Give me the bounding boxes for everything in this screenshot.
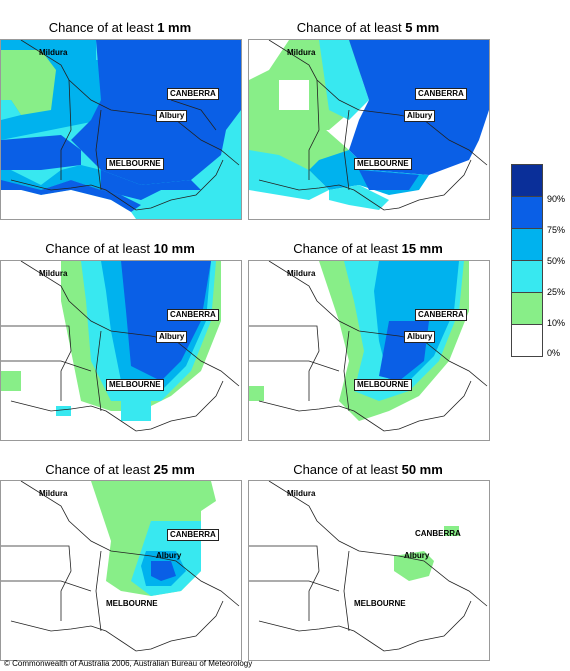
city-albury: Albury: [404, 551, 430, 560]
panel-title-15mm: Chance of at least 15 mm: [248, 241, 488, 256]
title-prefix: Chance of at least: [296, 20, 402, 35]
map-canvas-1mm: [1, 40, 241, 219]
legend-swatch-10: [512, 293, 542, 325]
map-canvas-5mm: [249, 40, 489, 219]
panel-title-1mm: Chance of at least 1 mm: [0, 20, 240, 35]
city-mildura: Mildura: [287, 489, 316, 498]
city-canberra: CANBERRA: [415, 529, 461, 538]
map-canvas-50mm: [249, 481, 489, 660]
city-mildura: Mildura: [39, 489, 68, 498]
legend: [511, 164, 543, 357]
rain-fill-10mm: [1, 261, 241, 440]
map-canvas-15mm: [249, 261, 489, 440]
city-mildura: Mildura: [287, 269, 316, 278]
boundaries-1mm: [10, 40, 240, 211]
map-canvas-25mm: [1, 481, 241, 660]
rain-fill-25mm: [1, 481, 241, 660]
legend-swatch-50: [512, 229, 542, 261]
boundaries-25mm: [1, 481, 240, 652]
title-amount: 25 mm: [153, 462, 195, 477]
city-albury: Albury: [404, 331, 436, 343]
title-prefix: Chance of at least: [45, 241, 150, 256]
city-canberra: CANBERRA: [167, 529, 219, 541]
title-prefix: Chance of at least: [293, 241, 398, 256]
city-albury: Albury: [404, 110, 436, 122]
legend-label-10: 10%: [547, 318, 566, 328]
city-canberra: CANBERRA: [167, 309, 219, 321]
panel-title-25mm: Chance of at least 25 mm: [0, 462, 240, 477]
map-10mm: Mildura CANBERRA Albury MELBOURNE: [0, 260, 242, 441]
city-melbourne: MELBOURNE: [354, 379, 412, 391]
city-canberra: CANBERRA: [415, 88, 467, 100]
city-albury: Albury: [156, 331, 188, 343]
city-albury: Albury: [156, 551, 182, 560]
city-mildura: Mildura: [39, 269, 68, 278]
city-melbourne: MELBOURNE: [354, 599, 406, 608]
legend-swatch-0: [512, 325, 542, 356]
title-prefix: Chance of at least: [45, 462, 150, 477]
title-amount: 50 mm: [401, 462, 443, 477]
rain-fill-1mm: [1, 40, 241, 219]
city-canberra: CANBERRA: [167, 88, 219, 100]
rain-fill-5mm: [249, 40, 489, 219]
title-amount: 10 mm: [153, 241, 195, 256]
city-melbourne: MELBOURNE: [106, 158, 164, 170]
legend-label-25: 25%: [547, 287, 566, 297]
rain-fill-50mm: [249, 481, 489, 660]
map-50mm: Mildura CANBERRA Albury MELBOURNE: [248, 480, 490, 661]
legend-label-75: 75%: [547, 225, 566, 235]
panel-title-5mm: Chance of at least 5 mm: [248, 20, 488, 35]
boundaries-5mm: [258, 40, 488, 211]
city-melbourne: MELBOURNE: [354, 158, 412, 170]
title-amount: 5 mm: [405, 20, 440, 35]
boundaries-50mm: [249, 481, 488, 652]
panel-title-50mm: Chance of at least 50 mm: [248, 462, 488, 477]
title-amount: 1 mm: [157, 20, 192, 35]
map-25mm: Mildura CANBERRA Albury MELBOURNE: [0, 480, 242, 661]
city-melbourne: MELBOURNE: [106, 599, 158, 608]
city-albury: Albury: [156, 110, 188, 122]
legend-swatch-90: [512, 165, 542, 197]
title-prefix: Chance of at least: [48, 20, 154, 35]
city-mildura: Mildura: [287, 48, 316, 57]
title-amount: 15 mm: [401, 241, 443, 256]
copyright: © Commonwealth of Australia 2006, Austra…: [4, 659, 253, 668]
city-canberra: CANBERRA: [415, 309, 467, 321]
legend-swatch-25: [512, 261, 542, 293]
panel-title-10mm: Chance of at least 10 mm: [0, 241, 240, 256]
rain-fill-15mm: [249, 261, 489, 440]
legend-label-50: 50%: [547, 256, 566, 266]
boundaries-15mm: [249, 261, 488, 432]
legend-label-90: 90%: [547, 194, 566, 204]
legend-label-0: 0%: [547, 348, 561, 358]
map-15mm: Mildura CANBERRA Albury MELBOURNE: [248, 260, 490, 441]
city-melbourne: MELBOURNE: [106, 379, 164, 391]
legend-swatch-75: [512, 197, 542, 229]
map-1mm: Mildura CANBERRA Albury MELBOURNE: [0, 39, 242, 220]
title-prefix: Chance of at least: [293, 462, 398, 477]
city-mildura: Mildura: [39, 48, 68, 57]
boundaries-10mm: [1, 261, 240, 432]
map-canvas-10mm: [1, 261, 241, 440]
map-5mm: Mildura CANBERRA Albury MELBOURNE: [248, 39, 490, 220]
